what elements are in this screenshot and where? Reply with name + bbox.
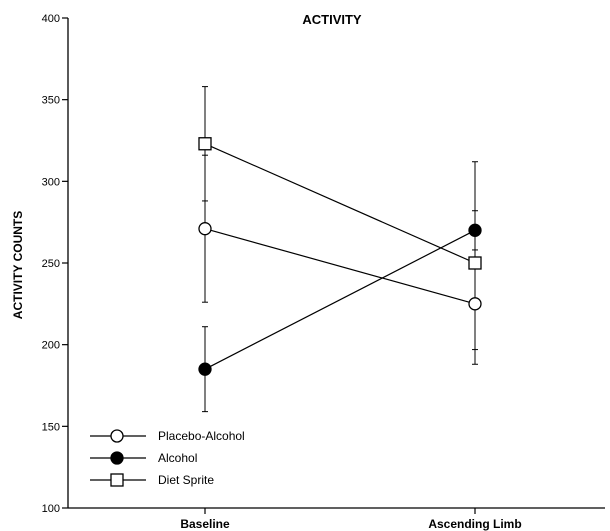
legend-label: Placebo-Alcohol <box>158 429 245 443</box>
y-axis-label: ACTIVITY COUNTS <box>11 211 25 319</box>
data-point <box>468 256 482 270</box>
error-bars-1 <box>202 210 478 413</box>
y-tick-label: 350 <box>42 95 60 107</box>
error-bars-2 <box>202 86 478 365</box>
y-tick-label: 200 <box>42 340 60 352</box>
y-tick-label: 300 <box>42 176 60 188</box>
data-point <box>468 297 482 311</box>
data-point <box>198 137 212 151</box>
legend-marker <box>110 429 124 443</box>
series-markers-1 <box>198 223 482 376</box>
series-markers-0 <box>198 222 482 311</box>
series-line-0 <box>204 228 476 305</box>
chart-title: ACTIVITY <box>302 12 362 27</box>
x-tick-label: Ascending Limb <box>428 517 521 531</box>
series-markers-2 <box>198 137 482 270</box>
y-tick-label: 400 <box>42 13 60 25</box>
legend: Placebo-Alcohol Alcohol Diet Sprite <box>90 429 245 487</box>
legend-marker <box>110 451 124 465</box>
data-point <box>198 222 212 236</box>
y-tick-label: 150 <box>42 421 60 433</box>
data-point <box>468 223 482 237</box>
series-layer <box>198 86 482 413</box>
legend-label: Alcohol <box>158 451 197 465</box>
legend-label: Diet Sprite <box>158 473 214 487</box>
y-tick-label: 250 <box>42 258 60 270</box>
y-tick-label: 100 <box>42 503 60 515</box>
error-bars-0 <box>202 154 478 351</box>
x-tick-label: Baseline <box>180 517 230 531</box>
legend-entry-2: Diet Sprite <box>90 473 214 487</box>
series-line-2 <box>204 143 476 264</box>
axes: 100 150 200 250 300 350 400 Baseline Ascending L… <box>42 13 605 531</box>
legend-entry-1: Alcohol <box>90 451 197 465</box>
data-point <box>198 362 212 376</box>
series-line-1 <box>204 229 476 370</box>
legend-entry-0: Placebo-Alcohol <box>90 429 245 443</box>
legend-marker <box>110 473 124 487</box>
